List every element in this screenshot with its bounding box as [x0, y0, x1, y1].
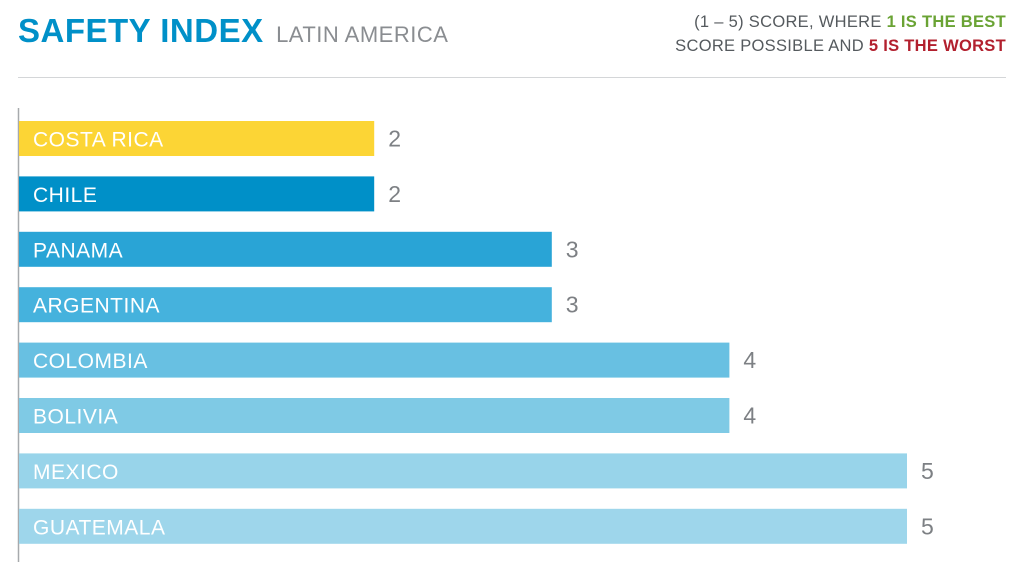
bar-mexico: [19, 453, 907, 489]
bar-category-label: COSTA RICA: [33, 129, 164, 152]
score-legend-note: (1 – 5) SCORE, WHERE 1 IS THE BEST SCORE…: [675, 10, 1006, 58]
bar-category-label: MEXICO: [33, 461, 119, 484]
score-note-prefix-2: SCORE POSSIBLE AND: [675, 37, 869, 55]
bar-category-label: BOLIVIA: [33, 406, 118, 429]
bar-bolivia: [19, 398, 730, 433]
bar-category-label: COLOMBIA: [33, 350, 148, 373]
bar-value-label: 5: [921, 458, 934, 484]
chart-title: SAFETY INDEX: [18, 12, 264, 49]
score-note-line-2: SCORE POSSIBLE AND 5 IS THE WORST: [675, 34, 1006, 58]
bar-value-label: 3: [566, 236, 579, 262]
best-score-label: 1 IS THE BEST: [886, 13, 1006, 31]
chart-subtitle: LATIN AMERICA: [276, 22, 449, 47]
bar-value-label: 5: [921, 513, 934, 539]
bar-panama: [19, 231, 552, 267]
header-divider: [18, 77, 1006, 78]
bar-value-label: 3: [566, 292, 579, 318]
bar-chile: [19, 176, 375, 212]
worst-score-label: 5 IS THE WORST: [868, 37, 1006, 55]
score-note-prefix-1: (1 – 5) SCORE, WHERE: [694, 13, 887, 31]
chart-title-row: SAFETY INDEX LATIN AMERICA: [18, 12, 448, 56]
bar-value-label: 2: [388, 126, 401, 152]
bar-category-label: CHILE: [33, 184, 97, 207]
bar-value-label: 2: [388, 181, 401, 207]
bar-category-label: GUATEMALA: [33, 516, 165, 539]
bar-value-label: 4: [743, 347, 756, 373]
bar-costa-rica: [19, 121, 375, 156]
bar-guatemala: [19, 508, 907, 544]
bar-value-label: 4: [743, 403, 756, 429]
bar-argentina: [19, 287, 552, 323]
bar-category-label: PANAMA: [33, 239, 123, 262]
score-note-line-1: (1 – 5) SCORE, WHERE 1 IS THE BEST: [675, 10, 1006, 34]
bar-category-label: ARGENTINA: [33, 295, 160, 318]
bar-colombia: [19, 342, 730, 378]
